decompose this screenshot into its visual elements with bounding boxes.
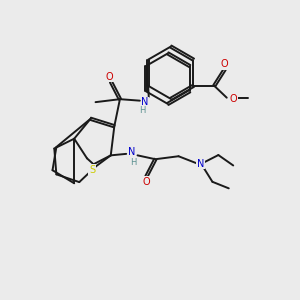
- Text: O: O: [142, 177, 150, 187]
- Text: N: N: [128, 147, 136, 158]
- Text: O: O: [221, 59, 229, 69]
- Text: O: O: [230, 94, 237, 104]
- Text: N: N: [197, 159, 204, 169]
- Text: S: S: [89, 165, 95, 175]
- Text: N: N: [142, 97, 149, 107]
- Text: O: O: [106, 72, 113, 82]
- Text: H: H: [130, 158, 137, 167]
- Text: H: H: [139, 106, 146, 115]
